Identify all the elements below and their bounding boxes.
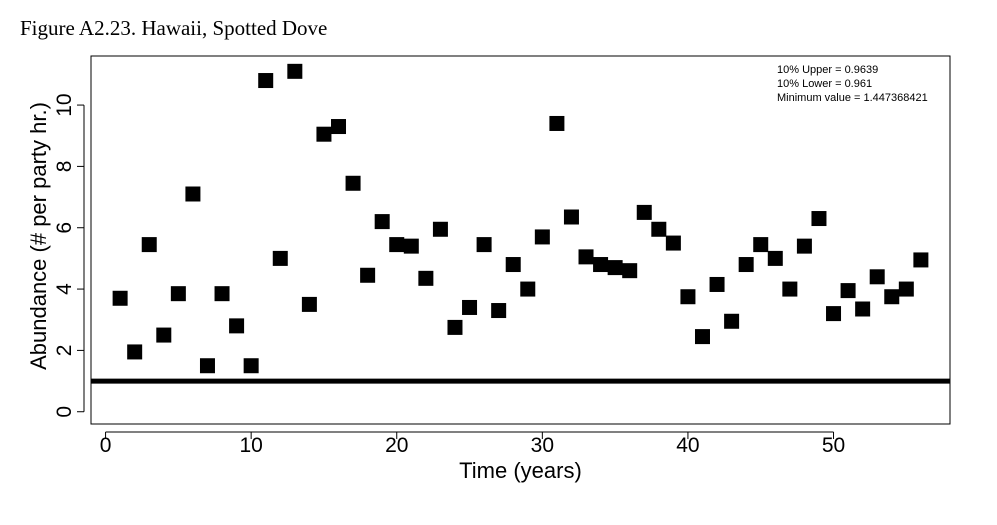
data-point	[607, 260, 623, 276]
x-axis-title: Time (years)	[459, 458, 582, 483]
data-point	[898, 281, 914, 297]
data-point	[753, 237, 769, 253]
data-point	[316, 126, 332, 142]
data-point	[549, 115, 565, 131]
data-point	[403, 238, 419, 254]
data-point	[884, 289, 900, 305]
data-point	[199, 358, 215, 374]
data-point	[855, 301, 871, 317]
data-point	[520, 281, 536, 297]
data-point	[782, 281, 798, 297]
x-axis: 0 10 20 30 40 50	[100, 431, 845, 457]
data-point	[913, 252, 929, 268]
y-axis-title: Abundance (# per party hr.)	[26, 102, 51, 370]
data-point	[826, 306, 842, 322]
data-point	[418, 270, 434, 286]
data-point	[476, 237, 492, 253]
data-point	[185, 186, 201, 202]
plot-border	[90, 55, 951, 425]
annotation-line: Minimum value = 1.447368421	[777, 92, 928, 104]
data-point	[636, 204, 652, 220]
data-point	[170, 286, 186, 302]
data-point	[389, 237, 405, 253]
data-point	[694, 329, 710, 345]
data-point	[505, 257, 521, 273]
figure-title: Figure A2.23. Hawaii, Spotted Dove	[20, 16, 328, 40]
data-point	[112, 290, 128, 306]
y-axis: 0 2 4 6 8 10	[53, 93, 85, 418]
data-point	[287, 63, 303, 79]
y-tick-label: 8	[53, 161, 76, 173]
data-point	[665, 235, 681, 251]
data-point	[622, 263, 638, 279]
annotation-line: 10% Upper = 0.9639	[777, 64, 878, 76]
data-point	[141, 237, 157, 253]
x-tick-label: 40	[676, 434, 699, 457]
data-point	[578, 249, 594, 265]
data-point	[258, 73, 274, 89]
data-point	[738, 257, 754, 273]
data-point	[840, 283, 856, 299]
data-point	[869, 269, 885, 285]
data-point	[214, 286, 230, 302]
y-tick-label: 10	[53, 93, 76, 116]
annotation-line: 10% Lower = 0.961	[777, 78, 872, 90]
data-point	[156, 327, 172, 343]
data-point	[563, 209, 579, 225]
x-tick-label: 20	[385, 434, 408, 457]
data-point	[360, 267, 376, 283]
data-point	[767, 250, 783, 266]
y-tick-label: 0	[53, 406, 76, 418]
y-tick-label: 6	[53, 222, 76, 234]
data-point	[462, 299, 478, 315]
x-tick-label: 50	[822, 434, 845, 457]
x-tick-label: 10	[239, 434, 262, 457]
data-point	[127, 344, 143, 360]
data-point	[272, 250, 288, 266]
data-point	[796, 238, 812, 254]
data-point	[432, 221, 448, 237]
plot-area	[90, 55, 951, 425]
data-point	[447, 319, 463, 335]
data-point	[724, 313, 740, 329]
data-point	[331, 119, 347, 135]
data-point	[593, 257, 609, 273]
x-tick-label: 0	[100, 434, 112, 457]
data-point	[374, 214, 390, 230]
data-point	[680, 289, 696, 305]
data-point	[243, 358, 259, 374]
data-point	[811, 211, 827, 227]
data-point	[651, 221, 667, 237]
data-point	[301, 296, 317, 312]
x-tick-label: 30	[531, 434, 554, 457]
data-point	[534, 229, 550, 245]
data-points	[112, 63, 929, 374]
y-tick-label: 4	[53, 283, 76, 295]
data-point	[345, 175, 361, 191]
y-tick-label: 2	[53, 345, 76, 357]
data-point	[229, 318, 245, 334]
annotation-block: 10% Upper = 0.9639 10% Lower = 0.961 Minim…	[777, 64, 928, 104]
data-point	[709, 276, 725, 292]
data-point	[491, 303, 507, 319]
